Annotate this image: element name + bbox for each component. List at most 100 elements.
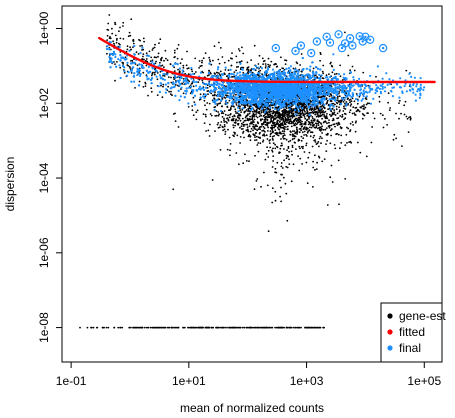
gene-est-point xyxy=(147,94,149,97)
final-point xyxy=(147,54,150,58)
gene-est-point xyxy=(276,123,278,126)
gene-est-point xyxy=(197,81,200,83)
gene-est-point xyxy=(252,125,255,128)
gene-est-point xyxy=(288,150,290,153)
gene-est-point xyxy=(205,108,208,111)
gene-est-point xyxy=(90,326,92,329)
gene-est-point xyxy=(304,128,307,130)
gene-est-point xyxy=(196,326,198,329)
gene-est-point xyxy=(267,108,269,111)
gene-est-point xyxy=(317,155,320,158)
gene-est-point xyxy=(306,182,309,185)
gene-est-point xyxy=(217,103,219,105)
gene-est-point xyxy=(328,121,330,124)
gene-est-point xyxy=(212,59,214,62)
final-point xyxy=(157,85,160,88)
gene-est-point xyxy=(141,44,143,47)
final-point xyxy=(309,65,312,68)
gene-est-point xyxy=(148,50,151,53)
gene-est-point xyxy=(265,134,268,137)
gene-est-point xyxy=(246,117,249,120)
gene-est-point xyxy=(335,122,338,125)
gene-est-point xyxy=(286,166,289,169)
gene-est-point xyxy=(259,69,262,72)
gene-est-point xyxy=(326,132,329,135)
gene-est-point xyxy=(130,48,133,51)
gene-est-point xyxy=(255,113,258,115)
gene-est-point xyxy=(286,128,289,131)
gene-est-point xyxy=(325,102,328,105)
gene-est-point xyxy=(354,113,356,116)
gene-est-point xyxy=(347,54,350,57)
gene-est-point xyxy=(326,99,329,102)
gene-est-point xyxy=(199,93,202,96)
gene-est-point xyxy=(230,119,233,122)
gene-est-point xyxy=(261,130,263,132)
gene-est-point xyxy=(265,115,267,118)
gene-est-point xyxy=(106,39,108,41)
gene-est-point xyxy=(285,126,287,128)
gene-est-point xyxy=(206,102,209,104)
gene-est-point xyxy=(189,326,192,329)
gene-est-point xyxy=(224,69,227,71)
gene-est-point xyxy=(280,56,282,59)
gene-est-point xyxy=(312,186,314,188)
gene-est-point xyxy=(144,81,147,84)
gene-est-point xyxy=(234,133,236,135)
gene-est-point xyxy=(290,120,293,123)
gene-est-point xyxy=(323,326,325,329)
final-point xyxy=(202,82,205,85)
gene-est-point xyxy=(354,107,357,109)
gene-est-point xyxy=(192,114,195,117)
gene-est-point xyxy=(247,72,250,75)
gene-est-point xyxy=(220,112,223,115)
gene-est-point xyxy=(262,129,265,132)
gene-est-point xyxy=(336,124,339,126)
gene-est-point xyxy=(341,79,344,81)
gene-est-point xyxy=(339,115,342,117)
gene-est-point xyxy=(271,128,274,131)
gene-est-point xyxy=(252,119,255,122)
gene-est-point xyxy=(278,112,280,115)
gene-est-point xyxy=(285,165,288,168)
gene-est-point xyxy=(261,73,263,76)
gene-est-point xyxy=(317,127,319,130)
gene-est-point xyxy=(249,130,252,133)
gene-est-point xyxy=(169,93,172,95)
gene-est-point xyxy=(299,127,302,130)
gene-est-point xyxy=(92,326,95,329)
gene-est-point xyxy=(296,111,299,114)
gene-est-point xyxy=(141,58,143,60)
gene-est-point xyxy=(337,121,340,124)
gene-est-point xyxy=(365,98,368,100)
gene-est-point xyxy=(314,326,316,329)
gene-est-point xyxy=(239,119,242,122)
gene-est-point xyxy=(354,121,357,124)
gene-est-point xyxy=(304,113,306,115)
gene-est-point xyxy=(153,46,156,49)
gene-est-point xyxy=(314,169,316,171)
gene-est-point xyxy=(348,111,351,114)
gene-est-point xyxy=(352,106,355,109)
gene-est-point xyxy=(398,102,400,104)
gene-est-point xyxy=(229,113,232,115)
gene-est-point xyxy=(227,128,229,131)
gene-est-point xyxy=(316,142,319,145)
gene-est-point xyxy=(173,49,176,52)
gene-est-point xyxy=(225,120,227,123)
gene-est-point xyxy=(307,123,310,126)
gene-est-point xyxy=(239,326,242,329)
gene-est-point xyxy=(323,107,326,109)
gene-est-point xyxy=(293,137,296,140)
gene-est-point xyxy=(172,76,175,79)
gene-est-point xyxy=(276,126,279,129)
gene-est-point xyxy=(249,118,252,121)
gene-est-point xyxy=(265,326,267,329)
gene-est-point xyxy=(303,134,305,136)
gene-est-point xyxy=(142,86,145,88)
gene-est-point xyxy=(224,130,227,133)
gene-est-point xyxy=(129,67,132,69)
gene-est-point xyxy=(331,181,334,183)
gene-est-point xyxy=(310,119,313,122)
gene-est-point xyxy=(276,146,279,149)
